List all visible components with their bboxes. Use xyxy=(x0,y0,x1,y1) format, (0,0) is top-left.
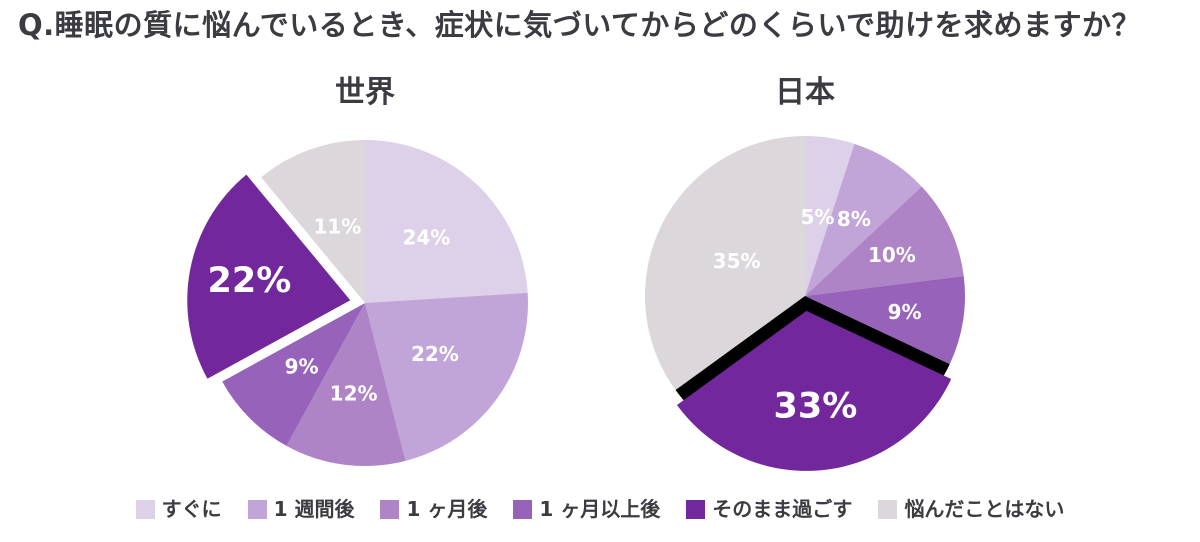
legend-swatch-never-worried xyxy=(878,499,898,519)
japan-pie-title: 日本 xyxy=(775,75,835,110)
pie-world-slice-5 xyxy=(261,140,365,303)
legend-item-after-1-week: 1 週間後 xyxy=(247,497,355,521)
legend-label-immediately: すぐに xyxy=(161,497,222,521)
legend-swatch-immediately xyxy=(135,499,155,519)
pie-world-slice-1 xyxy=(365,292,529,461)
legend-item-never-worried: 悩んだことはない xyxy=(878,499,1064,519)
legend-item-after-1-month: 1 ヶ月後 xyxy=(380,499,487,519)
pie-world-slice-2 xyxy=(286,303,406,467)
pie-world-slice-0 xyxy=(365,140,528,303)
pie-world-slice-4 xyxy=(187,174,351,379)
pie-japan-slice-4 xyxy=(676,310,952,471)
legend-label-after-over-1-month: 1 ヶ月以上後 xyxy=(539,497,661,521)
pie-japan-slice-5 xyxy=(644,136,805,391)
legend-item-after-over-1-month: 1 ヶ月以上後 xyxy=(513,499,660,519)
legend-label-after-1-month: 1 ヶ月後 xyxy=(406,497,488,521)
legend-label-never-worried: 悩んだことはない xyxy=(904,497,1065,521)
pie-world-slice-3 xyxy=(222,303,365,446)
world-pie-title: 世界 xyxy=(335,75,395,110)
legend-label-do-nothing: そのまま過ごす xyxy=(712,497,853,521)
legend-swatch-after-1-week xyxy=(247,499,267,519)
legend-label-after-1-week: 1 週間後 xyxy=(273,497,355,521)
legend-swatch-after-over-1-month xyxy=(513,499,533,519)
pie-world: 24%22%12%9%22%11% xyxy=(187,140,529,467)
pie-japan: 5% 8%10%9%33%35% xyxy=(644,136,966,471)
legend-swatch-after-1-month xyxy=(380,499,400,519)
pie-japan-slice-1 xyxy=(805,143,922,296)
legend-item-do-nothing: そのまま過ごす xyxy=(686,499,852,519)
legend: すぐに 1 週間後 1 ヶ月後 1 ヶ月以上後 そのまま過ごす 悩んだことはない xyxy=(0,499,1200,519)
question-title: Q.睡眠の質に悩んでいるとき、症状に気づいてからどのくらいで助けを求めますか？ xyxy=(18,8,1141,42)
pie-japan-slice-2 xyxy=(805,186,964,296)
pie-japan-slice-0 xyxy=(805,136,855,296)
legend-swatch-do-nothing xyxy=(686,499,706,519)
legend-item-immediately: すぐに xyxy=(135,497,222,521)
pie-japan-slice-3 xyxy=(805,275,966,365)
